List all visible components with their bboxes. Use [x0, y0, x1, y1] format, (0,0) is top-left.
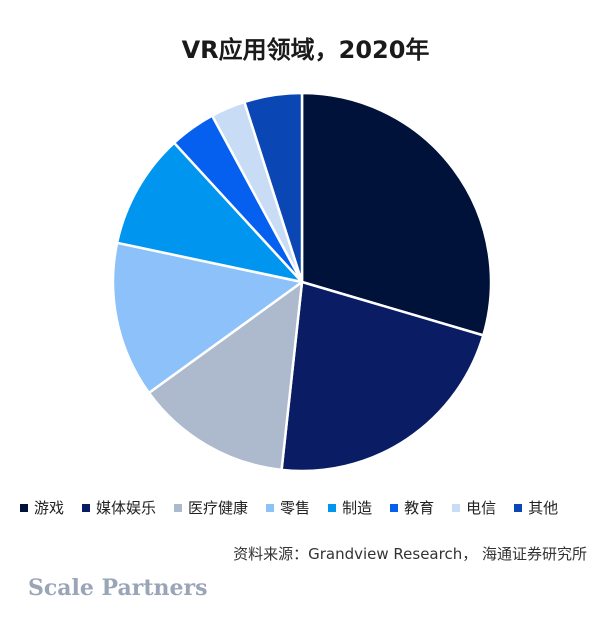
legend-swatch: [20, 503, 28, 512]
pie-slice-8: [243, 91, 304, 284]
legend-item: 制造: [328, 497, 372, 518]
legend-item: 电信: [452, 497, 496, 518]
pie-slice-5: [115, 141, 304, 284]
legend-label: 教育: [404, 499, 435, 517]
legend-swatch: [390, 503, 399, 512]
pie-slice-1: [300, 91, 493, 337]
pie-slice-3: [147, 280, 304, 472]
source-note: 资料来源：Grandview Research， 海通证券研究所: [233, 545, 587, 563]
legend-swatch: [328, 503, 337, 512]
legend-label: 游戏: [34, 499, 65, 517]
legend-item: 教育: [390, 497, 434, 518]
chart-title: VR应用领域，2020年: [181, 36, 430, 64]
legend-swatch: [452, 503, 461, 512]
chart-legend: 游戏 媒体娱乐 医疗健康 零售 制造 教育 电信 其他: [20, 497, 600, 518]
legend-swatch: [82, 503, 91, 512]
legend-swatch: [514, 503, 523, 512]
legend-label: 其他: [528, 499, 559, 517]
legend-item: 游戏: [20, 497, 64, 518]
pie-slice-4: [111, 241, 304, 395]
legend-item: 医疗健康: [174, 497, 248, 518]
legend-swatch: [174, 503, 183, 512]
pie-slice-2: [280, 280, 485, 473]
legend-label: 医疗健康: [188, 499, 249, 517]
watermark-logo: Scale Partners: [28, 575, 208, 601]
legend-label: 零售: [280, 499, 311, 517]
legend-item: 媒体娱乐: [82, 497, 156, 518]
legend-swatch: [266, 503, 275, 512]
pie-chart: [111, 91, 493, 473]
legend-label: 制造: [342, 499, 373, 517]
legend-label: 媒体娱乐: [96, 499, 157, 517]
legend-item: 其他: [514, 497, 558, 518]
legend-label: 电信: [466, 499, 497, 517]
legend-item: 零售: [266, 497, 310, 518]
